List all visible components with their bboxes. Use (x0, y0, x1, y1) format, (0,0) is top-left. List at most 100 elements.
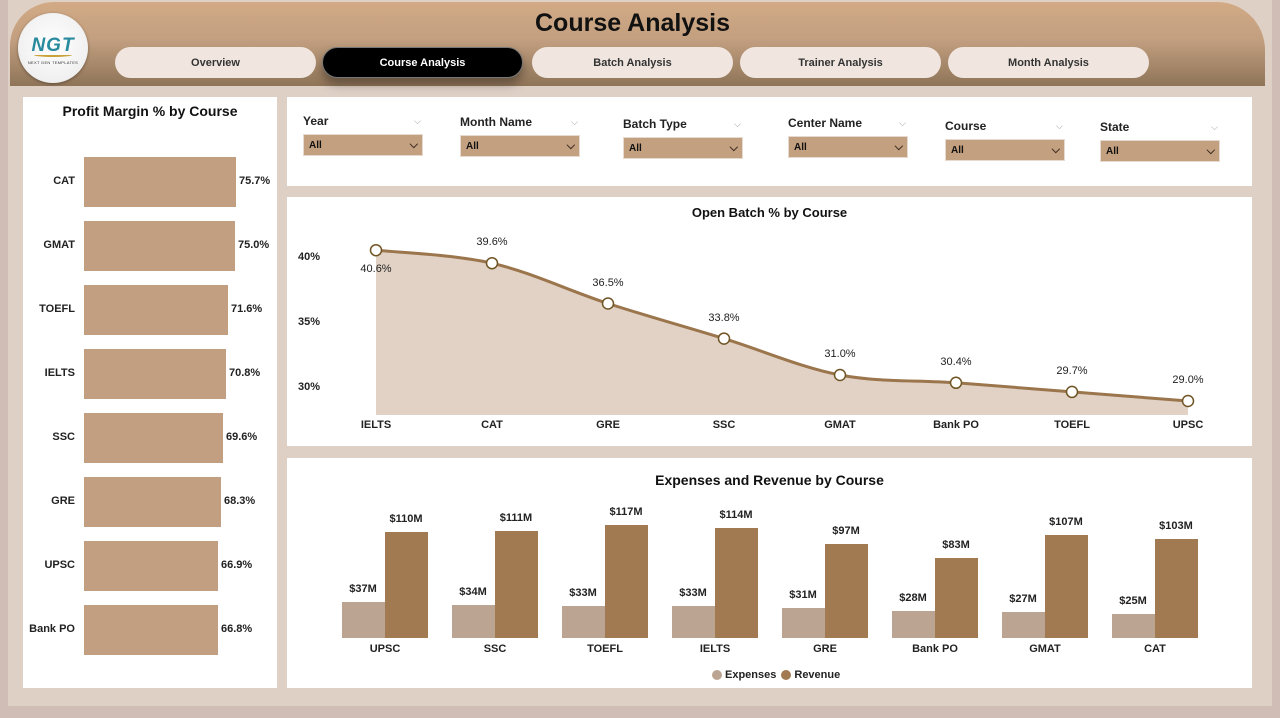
data-point-marker[interactable] (601, 297, 615, 310)
data-value-label: 31.0% (824, 348, 856, 360)
x-axis-tick: IELTS (699, 643, 731, 655)
expenses-bar[interactable] (562, 606, 605, 638)
expenses-bar[interactable] (1002, 612, 1045, 638)
legend-expenses[interactable]: Expenses (725, 669, 777, 681)
filters-panel: Year ⌵ All ⌵ Month Name ⌵ All ⌵ Batch Type ⌵ All ⌵ C… (287, 97, 1252, 186)
expenses-bar[interactable] (782, 608, 825, 638)
tab-batch-analysis[interactable]: Batch Analysis (532, 47, 733, 78)
revenue-value-label: $103M (1159, 520, 1193, 532)
revenue-legend-icon (781, 670, 792, 680)
data-point-marker[interactable] (1065, 385, 1079, 399)
data-point-marker[interactable] (485, 256, 499, 270)
data-value-label: 30.4% (940, 355, 972, 368)
filter-batch-type: Batch Type ⌵ All ⌵ (623, 117, 743, 159)
x-axis-tick: UPSC (1172, 419, 1204, 431)
revenue-value-label: $114M (719, 509, 753, 521)
x-axis-tick: IELTS (360, 419, 392, 431)
chevron-down-icon[interactable]: ⌵ (1056, 120, 1063, 131)
revenue-bar[interactable] (385, 532, 428, 638)
revenue-bar[interactable] (1045, 535, 1088, 638)
data-point-marker[interactable] (833, 368, 847, 382)
filter-label: State (1100, 120, 1130, 134)
profit-margin-bar[interactable] (84, 349, 226, 399)
filter-year: Year ⌵ All ⌵ (303, 114, 423, 156)
x-axis-tick: Bank PO (912, 643, 958, 655)
filter-center-name: Center Name ⌵ All ⌵ (788, 116, 908, 158)
filter-dropdown[interactable]: All ⌵ (303, 134, 423, 156)
chevron-down-icon: ⌵ (566, 139, 575, 152)
bar-category-label: GMAT (43, 239, 75, 251)
profit-margin-bar[interactable] (84, 157, 236, 207)
revenue-bar[interactable] (605, 525, 648, 638)
data-point-marker[interactable] (369, 243, 383, 257)
chevron-down-icon[interactable]: ⌵ (571, 116, 578, 127)
revenue-bar[interactable] (935, 558, 978, 638)
expenses-value-label: $27M (1009, 593, 1037, 605)
filter-dropdown[interactable]: All ⌵ (460, 135, 580, 157)
chevron-down-icon[interactable]: ⌵ (414, 115, 421, 126)
chevron-down-icon[interactable]: ⌵ (899, 117, 906, 128)
expenses-bar[interactable] (342, 602, 385, 638)
expenses-bar[interactable] (672, 606, 715, 638)
revenue-value-label: $111M (499, 512, 533, 524)
y-axis-tick: 40% (298, 251, 321, 263)
profit-margin-bar[interactable] (84, 221, 235, 271)
filter-dropdown[interactable]: All ⌵ (1100, 140, 1220, 162)
bar-value-label: 69.6% (226, 431, 258, 443)
profit-margin-bar[interactable] (84, 477, 221, 527)
profit-margin-bar[interactable] (84, 541, 218, 591)
filter-dropdown[interactable]: All ⌵ (788, 136, 908, 158)
data-point-marker[interactable] (1181, 394, 1195, 408)
filter-value: All (794, 141, 807, 153)
revenue-bar[interactable] (715, 528, 758, 638)
expenses-value-label: $37M (349, 583, 377, 595)
expenses-bar[interactable] (892, 611, 935, 638)
tab-month-analysis[interactable]: Month Analysis (948, 47, 1149, 78)
x-axis-tick: GRE (596, 419, 620, 431)
bar-row: GRE 68.3% (23, 477, 277, 527)
x-axis-tick: UPSC (369, 643, 401, 655)
profit-margin-bar[interactable] (84, 285, 228, 335)
logo-text: NGT (31, 35, 75, 56)
data-point-marker[interactable] (717, 332, 731, 345)
revenue-value-label: $83M (942, 539, 970, 551)
filter-dropdown[interactable]: All ⌵ (945, 139, 1065, 161)
bar-value-label: 66.9% (221, 559, 253, 571)
expenses-bar[interactable] (1112, 614, 1155, 638)
y-axis-tick: 35% (298, 316, 321, 328)
expenses-bar[interactable] (452, 605, 495, 638)
expenses-value-label: $34M (459, 586, 487, 598)
profit-margin-bar[interactable] (84, 605, 218, 655)
revenue-value-label: $107M (1049, 516, 1083, 528)
data-point-marker[interactable] (949, 376, 963, 390)
bar-value-label: 75.0% (238, 239, 270, 251)
tab-overview[interactable]: Overview (115, 47, 316, 78)
chevron-down-icon: ⌵ (409, 138, 418, 151)
filter-dropdown[interactable]: All ⌵ (623, 137, 743, 159)
filter-state: State ⌵ All ⌵ (1100, 120, 1220, 162)
data-value-label: 39.6% (476, 236, 508, 249)
filter-header: Year ⌵ (303, 114, 423, 128)
data-value-label: 29.0% (1172, 374, 1204, 386)
revenue-bar[interactable] (1155, 539, 1198, 638)
filter-value: All (309, 139, 322, 151)
bar-category-label: CAT (53, 175, 75, 187)
revenue-bar[interactable] (825, 544, 868, 638)
expenses-revenue-panel: Expenses and Revenue by Course $37M $110M… (287, 458, 1252, 688)
filter-header: Center Name ⌵ (788, 116, 908, 130)
area-fill (376, 250, 1188, 415)
bar-value-label: 75.7% (239, 175, 271, 187)
profit-margin-bar[interactable] (84, 413, 223, 463)
revenue-bar[interactable] (495, 531, 538, 638)
legend-revenue[interactable]: Revenue (794, 669, 841, 681)
chevron-down-icon[interactable]: ⌵ (734, 118, 741, 129)
tab-trainer-analysis[interactable]: Trainer Analysis (740, 47, 941, 78)
logo: NGT NEXT GEN TEMPLATES (18, 13, 88, 83)
chevron-down-icon: ⌵ (729, 141, 738, 154)
expenses-value-label: $25M (1119, 595, 1147, 607)
chevron-down-icon: ⌵ (894, 140, 903, 153)
expenses-value-label: $31M (789, 589, 817, 601)
bar-row: GMAT 75.0% (23, 221, 277, 271)
tab-course-analysis[interactable]: Course Analysis (322, 47, 523, 78)
chevron-down-icon[interactable]: ⌵ (1211, 121, 1218, 132)
